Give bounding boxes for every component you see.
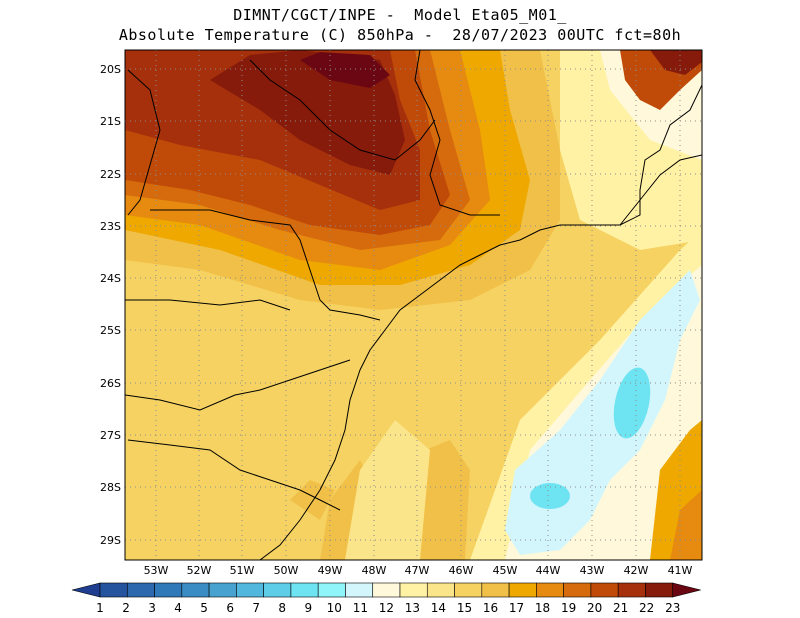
colorbar-swatch — [154, 582, 183, 598]
colorbar-swatch — [345, 582, 374, 598]
colorbar-swatch — [454, 582, 483, 598]
colorbar-swatch — [263, 582, 292, 598]
lon-label: 48W — [362, 564, 387, 577]
colorbar-swatch — [536, 582, 564, 598]
lat-label: 29S — [100, 534, 121, 547]
colorbar-label: 4 — [174, 601, 182, 615]
colorbar-label: 1 — [96, 601, 104, 615]
colorbar-swatch — [645, 582, 674, 598]
colorbar-swatch — [290, 582, 319, 598]
colorbar-label: 17 — [509, 601, 524, 615]
map-title-line-1: DIMNT/CGCT/INPE - Model Eta05_M01_ — [233, 6, 567, 24]
colorbar-label: 10 — [327, 601, 342, 615]
lon-label: 41W — [668, 564, 693, 577]
map-frame — [124, 49, 703, 561]
colorbar-swatch — [236, 582, 264, 598]
colorbar-label: 20 — [587, 601, 602, 615]
lat-label: 28S — [100, 481, 121, 494]
colorbar-swatch — [426, 582, 455, 598]
colorbar-low-arrow — [71, 582, 101, 598]
longitude-labels: 53W 52W 51W 50W 49W 48W 47W 46W 45W 44W … — [144, 564, 693, 577]
lat-label: 26S — [100, 377, 121, 390]
lon-label: 45W — [493, 564, 518, 577]
lon-label: 53W — [144, 564, 169, 577]
colorbar-swatch — [126, 582, 155, 598]
colorbar-label: 16 — [483, 601, 498, 615]
lon-label: 50W — [274, 564, 299, 577]
colorbar-label: 15 — [457, 601, 472, 615]
colorbar-label: 18 — [535, 601, 550, 615]
lon-label: 47W — [405, 564, 430, 577]
lon-label: 52W — [187, 564, 212, 577]
colorbar-swatch — [372, 582, 401, 598]
lat-label: 27S — [100, 429, 121, 442]
lon-label: 46W — [449, 564, 474, 577]
lon-label: 44W — [536, 564, 561, 577]
lat-label: 21S — [100, 115, 121, 128]
latitude-labels: 20S 21S 22S 23S 24S 25S 26S 27S 28S 29S — [100, 63, 121, 547]
colorbar-swatch — [99, 582, 128, 598]
colorbar-label: 11 — [353, 601, 368, 615]
colorbar-label: 21 — [613, 601, 628, 615]
colorbar-swatch — [399, 582, 428, 598]
coastline-and-borders — [125, 50, 702, 560]
colorbar: 1 2 3 4 5 6 7 8 9 10 11 12 13 14 15 16 17 18 19 20 21 22 23 — [71, 582, 701, 615]
colorbar-high-arrow — [672, 582, 701, 598]
colorbar-label: 22 — [639, 601, 654, 615]
colorbar-label: 14 — [431, 601, 446, 615]
colorbar-label: 2 — [122, 601, 130, 615]
colorbar-swatch — [563, 582, 592, 598]
lon-label: 42W — [624, 564, 649, 577]
colorbar-swatch — [181, 582, 210, 598]
map-title-line-2: Absolute Temperature (C) 850hPa - 28/07/… — [118, 26, 682, 44]
lat-label: 24S — [100, 272, 121, 285]
lon-label: 43W — [580, 564, 605, 577]
lat-label: 25S — [100, 324, 121, 337]
colorbar-label: 7 — [252, 601, 260, 615]
temperature-field — [125, 50, 702, 560]
lon-label: 51W — [230, 564, 255, 577]
lat-label: 23S — [100, 220, 121, 233]
lon-label: 49W — [318, 564, 343, 577]
graticule — [125, 50, 702, 560]
colorbar-swatch — [208, 582, 237, 598]
colorbar-swatch — [590, 582, 619, 598]
colorbar-label: 9 — [304, 601, 312, 615]
colorbar-swatch — [317, 582, 346, 598]
colorbar-swatch — [481, 582, 510, 598]
colorbar-swatch — [617, 582, 646, 598]
colorbar-label: 3 — [148, 601, 156, 615]
colorbar-label: 13 — [405, 601, 420, 615]
colorbar-label: 12 — [379, 601, 394, 615]
colorbar-label: 6 — [226, 601, 234, 615]
colorbar-label: 23 — [665, 601, 680, 615]
colorbar-swatch — [508, 582, 537, 598]
lat-label: 22S — [100, 168, 121, 181]
colorbar-label: 5 — [200, 601, 208, 615]
colorbar-label: 19 — [561, 601, 576, 615]
lat-label: 20S — [100, 63, 121, 76]
colorbar-label: 8 — [278, 601, 286, 615]
